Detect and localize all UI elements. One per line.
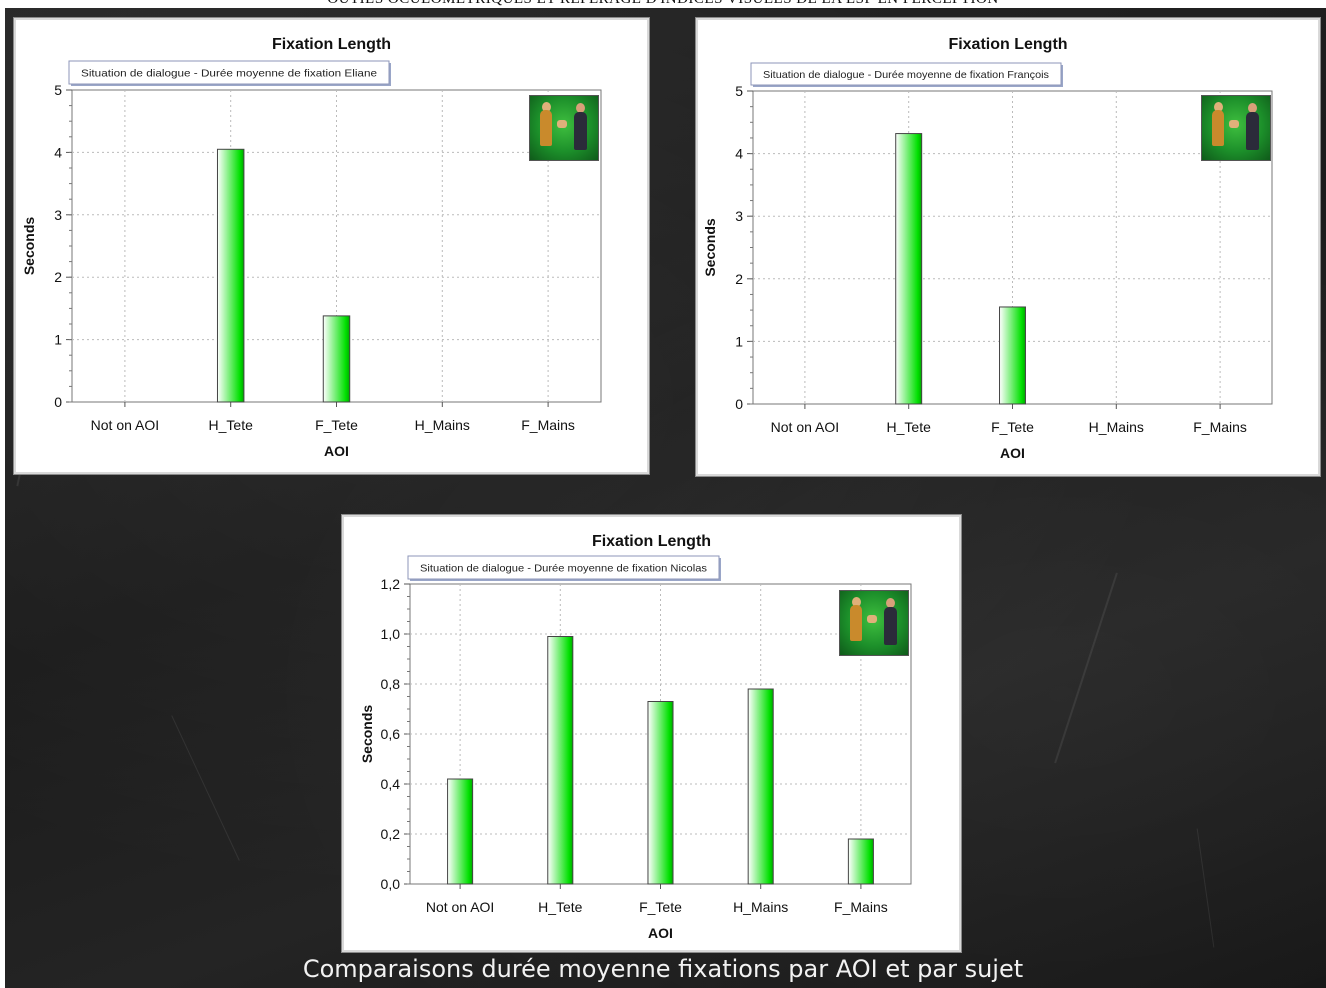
x-tick-label: H_Mains — [1089, 419, 1144, 435]
chart-title: Fixation Length — [272, 36, 391, 53]
y-tick-label: 0,2 — [381, 826, 401, 842]
y-tick-label: 1,0 — [381, 626, 401, 642]
bar — [647, 701, 674, 885]
y-tick-label: 2 — [54, 269, 62, 285]
x-tick-label: H_Tete — [209, 417, 254, 433]
chart-panel-francois: Fixation Length 0 1 2 3 4 5 Not on AOI H_Tete F_T… — [695, 17, 1321, 477]
y-tick-label: 1,2 — [381, 576, 401, 592]
x-tick-label: Not on AOI — [91, 417, 159, 433]
page-header: OUTILS OCULOMÉTRIQUES ET REPÉRAGE D'INDI… — [0, 0, 1326, 11]
y-tick-label: 3 — [54, 207, 62, 223]
bar — [847, 838, 874, 885]
y-tick-label: 0 — [735, 396, 743, 412]
video-thumbnail-icon — [1201, 95, 1271, 161]
y-tick-label: 0,0 — [381, 876, 401, 892]
bar — [447, 778, 474, 885]
chart-title: Fixation Length — [592, 533, 711, 550]
bar — [747, 688, 774, 885]
chart-panel-eliane: Fixation Length 0 1 2 3 4 5 Not on AOI H_Tete F_T… — [13, 17, 650, 475]
bar — [322, 315, 351, 403]
y-tick-label: 5 — [54, 82, 62, 98]
chart-subtitle: Situation de dialogue - Durée moyenne de… — [763, 69, 1049, 81]
bar — [216, 148, 245, 403]
x-tick-label: H_Tete — [538, 899, 583, 915]
y-tick-label: 0,6 — [381, 726, 401, 742]
video-thumbnail-icon — [839, 590, 909, 656]
chart-subtitle: Situation de dialogue - Durée moyenne de… — [81, 68, 377, 80]
y-tick-label: 1 — [735, 333, 743, 349]
x-tick-label: F_Mains — [1193, 419, 1247, 435]
x-tick-label: F_Mains — [521, 417, 575, 433]
bar — [895, 133, 923, 405]
y-tick-label: 4 — [735, 146, 743, 162]
y-tick-label: 0,4 — [381, 776, 401, 792]
x-tick-label: H_Mains — [415, 417, 470, 433]
chart-panel-nicolas: Fixation Length 0,0 0,2 0,4 0,6 0,8 1,0 1,2 Not … — [341, 514, 962, 953]
bar-chart-nicolas: Fixation Length 0,0 0,2 0,4 0,6 0,8 1,0 1,2 Not … — [359, 533, 912, 941]
bar — [999, 306, 1026, 405]
y-tick-label: 3 — [735, 208, 743, 224]
x-axis-label: AOI — [1000, 445, 1025, 461]
x-axis-label: AOI — [648, 925, 673, 941]
chart-subtitle: Situation de dialogue - Durée moyenne de… — [420, 563, 707, 575]
y-tick-label: 4 — [54, 144, 62, 160]
subtitle-box — [750, 62, 1062, 86]
bar-chart-francois: Fixation Length 0 1 2 3 4 5 Not on AOI H_Tete F_T… — [702, 36, 1273, 461]
y-axis-label: Seconds — [702, 218, 718, 277]
x-tick-label: Not on AOI — [426, 899, 494, 915]
y-tick-label: 2 — [735, 271, 743, 287]
x-tick-label: F_Tete — [639, 899, 682, 915]
y-tick-label: 5 — [735, 83, 743, 99]
slide-caption: Comparaisons durée moyenne fixations par… — [302, 955, 1024, 983]
chart-title: Fixation Length — [948, 36, 1067, 53]
y-tick-label: 0 — [54, 394, 62, 410]
bar — [547, 636, 574, 885]
x-tick-label: F_Tete — [315, 417, 358, 433]
x-axis-label: AOI — [324, 443, 349, 459]
x-tick-label: H_Mains — [733, 899, 788, 915]
x-tick-label: F_Mains — [834, 899, 888, 915]
y-axis-label: Seconds — [21, 217, 37, 276]
x-tick-label: H_Tete — [887, 419, 932, 435]
subtitle-box — [407, 555, 720, 580]
y-tick-label: 1 — [54, 332, 62, 348]
x-tick-label: Not on AOI — [771, 419, 839, 435]
bar-chart-eliane: Fixation Length 0 1 2 3 4 5 Not on AOI H_Tete F_T… — [21, 36, 602, 459]
y-axis-label: Seconds — [359, 705, 375, 764]
video-thumbnail-icon — [529, 95, 599, 161]
x-tick-label: F_Tete — [991, 419, 1034, 435]
y-tick-label: 0,8 — [381, 676, 401, 692]
subtitle-box — [68, 60, 390, 85]
